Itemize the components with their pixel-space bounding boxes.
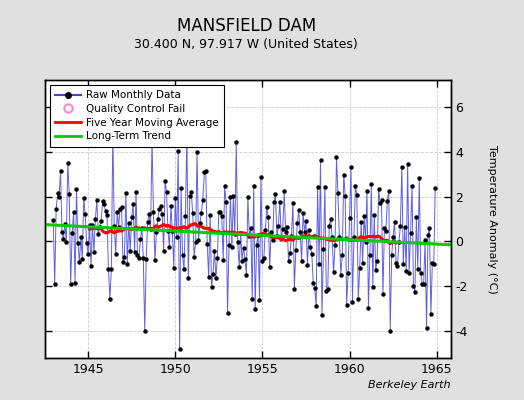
Text: MANSFIELD DAM: MANSFIELD DAM bbox=[177, 17, 316, 35]
Text: 30.400 N, 97.917 W (United States): 30.400 N, 97.917 W (United States) bbox=[134, 38, 358, 51]
Text: Berkeley Earth: Berkeley Earth bbox=[368, 380, 451, 390]
Legend: Raw Monthly Data, Quality Control Fail, Five Year Moving Average, Long-Term Tren: Raw Monthly Data, Quality Control Fail, … bbox=[50, 85, 224, 146]
Y-axis label: Temperature Anomaly (°C): Temperature Anomaly (°C) bbox=[487, 145, 497, 293]
